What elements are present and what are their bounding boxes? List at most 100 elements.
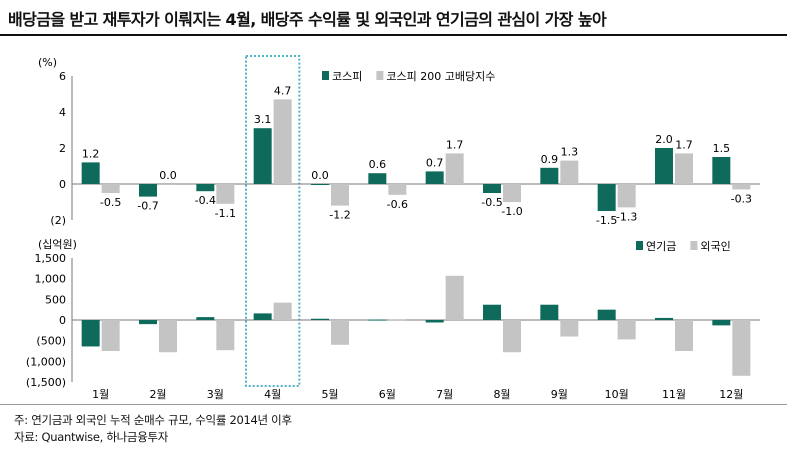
return-bar-secondary: [560, 160, 579, 184]
return-bar-secondary: [216, 184, 235, 204]
footer-divider: [0, 404, 787, 405]
return-data-label: 0.7: [426, 156, 444, 169]
return-data-label: 3.1: [254, 113, 272, 126]
flow-ytick-label: 0: [59, 314, 66, 327]
flow-bar-primary: [483, 304, 501, 320]
return-data-label: 0.0: [311, 169, 329, 182]
return-bar-secondary: [101, 184, 120, 193]
category-label: 8월: [493, 388, 510, 401]
flow-bar-secondary: [732, 320, 751, 376]
return-bar-primary: [139, 184, 157, 197]
flow-bar-secondary: [675, 320, 693, 351]
flow-bar-primary: [139, 320, 157, 325]
category-label: 5월: [321, 388, 338, 401]
return-ytick-label: 2: [59, 142, 66, 155]
return-bar-secondary: [617, 184, 636, 208]
return-data-label: -0.5: [481, 196, 502, 209]
return-data-label: 0.0: [159, 169, 177, 182]
return-legend-label: 코스피: [332, 70, 362, 83]
return-data-label: -0.4: [195, 194, 216, 207]
return-data-label: 4.7: [274, 84, 292, 97]
return-legend-swatch: [322, 71, 329, 80]
return-data-label: 0.9: [541, 153, 559, 166]
flow-bar-secondary: [273, 302, 292, 320]
return-data-label: 1.7: [446, 138, 464, 151]
flow-ytick-label: (1,000): [26, 355, 66, 368]
chart-title: 배당금을 받고 재투자가 이뤄지는 4월, 배당주 수익률 및 외국인과 연기금…: [8, 10, 607, 29]
return-bar-secondary: [331, 184, 349, 206]
flow-ytick-label: (500): [36, 335, 66, 348]
flow-unit-label: (십억원): [38, 238, 77, 251]
flow-legend-label: 외국인: [700, 240, 730, 253]
flow-legend-label: 연기금: [646, 240, 676, 253]
return-bar-secondary: [273, 99, 292, 184]
return-bar-secondary: [732, 184, 751, 190]
return-data-label: 1.3: [561, 146, 579, 159]
return-data-label: -0.5: [100, 196, 121, 209]
category-label: 10월: [605, 388, 629, 401]
return-legend-swatch: [376, 71, 384, 80]
category-label: 11월: [662, 388, 686, 401]
category-label: 12월: [719, 388, 743, 401]
return-data-label: -1.5: [596, 214, 617, 227]
return-ytick-label: (2): [50, 214, 66, 227]
footnote: 주: 연기금과 외국인 누적 순매수 규모, 수익률 2014년 이후: [14, 413, 292, 427]
category-label: 6월: [379, 388, 396, 401]
return-ytick-label: 0: [59, 178, 66, 191]
return-data-label: -0.6: [387, 198, 408, 211]
flow-bar-primary: [712, 320, 731, 326]
category-label: 7월: [436, 388, 453, 401]
flow-bar-secondary: [617, 320, 636, 340]
return-data-label: -1.1: [215, 207, 236, 220]
flow-bar-primary: [311, 318, 329, 320]
flow-bar-primary: [540, 304, 559, 320]
source-note: 자료: Quantwise, 하나금융투자: [14, 430, 169, 444]
return-bar-primary: [196, 184, 215, 192]
return-bar-primary: [368, 173, 387, 184]
return-bar-primary: [425, 171, 444, 184]
return-bar-primary: [483, 184, 501, 193]
flow-ytick-label: 1,500: [35, 252, 67, 265]
return-data-label: 1.7: [675, 138, 693, 151]
return-bar-primary: [655, 148, 673, 184]
return-bar-primary: [253, 128, 272, 184]
flow-ytick-label: 1,000: [35, 273, 67, 286]
category-label: 4월: [264, 388, 281, 401]
flow-ytick-label: 500: [45, 293, 66, 306]
return-data-label: -0.3: [731, 192, 752, 205]
return-legend-label: 코스피 200 고배당지수: [386, 70, 495, 83]
highlight-box: [245, 55, 301, 387]
flow-bar-primary: [655, 317, 673, 320]
return-bar-secondary: [388, 184, 407, 195]
flow-bar-secondary: [560, 320, 579, 337]
return-bar-secondary: [675, 153, 693, 184]
flow-legend-swatch: [636, 241, 643, 250]
category-label: 2월: [149, 388, 166, 401]
flow-legend-swatch: [690, 241, 698, 250]
category-label: 1월: [92, 388, 109, 401]
title-underline: [0, 34, 787, 36]
return-data-label: -1.2: [329, 209, 350, 222]
return-ytick-label: 4: [59, 106, 66, 119]
flow-bar-primary: [597, 309, 616, 320]
category-label: 9월: [551, 388, 568, 401]
flow-bar-secondary: [216, 320, 235, 351]
flow-bar-secondary: [445, 275, 464, 320]
return-data-label: -0.7: [137, 200, 158, 213]
flow-bar-secondary: [388, 319, 407, 321]
flow-ytick-label: (1,500): [26, 376, 66, 389]
return-bar-primary: [597, 184, 616, 211]
flow-bar-primary: [81, 320, 100, 347]
return-data-label: 2.0: [655, 133, 673, 146]
return-bar-primary: [81, 162, 100, 184]
flow-bar-primary: [425, 320, 444, 323]
flow-bar-secondary: [101, 320, 120, 351]
return-ytick-label: 6: [59, 70, 66, 83]
flow-bar-secondary: [503, 320, 521, 353]
return-bar-secondary: [503, 184, 521, 202]
return-unit-label: (%): [38, 56, 57, 69]
flow-bar-primary: [368, 319, 387, 321]
return-data-label: 1.5: [713, 142, 731, 155]
return-data-label: 1.2: [82, 147, 100, 160]
